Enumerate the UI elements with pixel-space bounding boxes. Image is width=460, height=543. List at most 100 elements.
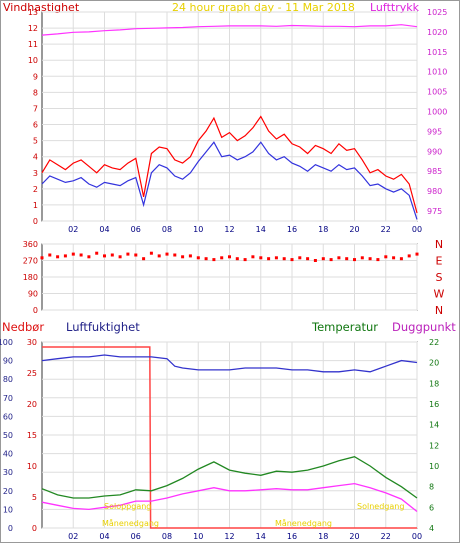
y-left-tick-label: 4 <box>33 153 38 162</box>
y-left-tick-label: 2 <box>33 185 38 194</box>
x-tick-label: 04 <box>99 225 109 234</box>
x-tick-label: 04 <box>99 532 109 541</box>
y-tick-label: 360 <box>23 240 38 249</box>
wind-direction-point <box>134 253 138 257</box>
wind-direction-point <box>267 257 271 261</box>
humidity-tick-label: 80 <box>3 375 13 384</box>
precip-tick-label: 10 <box>27 462 37 471</box>
humidity-tick-label: 10 <box>3 505 13 514</box>
wind-direction-point <box>40 256 44 260</box>
compass-label: N <box>435 304 443 317</box>
wind-direction-point <box>56 255 60 259</box>
y-left-tick-label: 7 <box>33 104 38 113</box>
wind-direction-point <box>173 253 177 257</box>
wind-direction-point <box>306 257 310 261</box>
series-line-duggpunkt <box>41 482 418 513</box>
wind-direction-point <box>149 251 153 255</box>
sunrise-label: Soloppgang <box>104 502 151 511</box>
humidity-tick-label: 70 <box>3 394 13 403</box>
series-line-luftfuktighet <box>41 354 418 373</box>
series-line-vindhastighet <box>41 141 418 220</box>
x-tick-label: 00 <box>412 225 422 234</box>
y-right-tick-label: 1010 <box>427 68 447 77</box>
series-line-temperatur <box>41 456 418 499</box>
y-right-tick-label: 1025 <box>427 8 447 17</box>
temperature-tick-label: 20 <box>429 359 439 368</box>
precip-tick-label: 30 <box>27 338 37 347</box>
wind-direction-point <box>321 257 325 261</box>
y-tick-label: 90 <box>28 290 38 299</box>
wind-direction-point <box>79 253 83 257</box>
x-tick-label: 08 <box>162 225 172 234</box>
wind-direction-point <box>399 257 403 261</box>
precip-axis-title: Nedbør <box>2 320 44 334</box>
temperature-tick-label: 18 <box>429 379 439 388</box>
wind-direction-point <box>126 252 130 256</box>
wind-direction-point <box>282 257 286 261</box>
y-left-tick-label: 8 <box>33 88 38 97</box>
wind-direction-point <box>329 258 333 262</box>
moonset-label-2: Månenedgang <box>275 518 332 528</box>
humidity-tick-label: 0 <box>8 524 13 533</box>
y-left-tick-label: 3 <box>33 169 38 178</box>
compass-label: W <box>434 288 445 301</box>
dewpoint-axis-title: Duggpunkt <box>392 320 456 334</box>
wind-direction-point <box>392 256 396 260</box>
humidity-tick-label: 90 <box>3 357 13 366</box>
wind-direction-point <box>165 252 169 256</box>
chart-title: 24 hour graph day - 11 Mar 2018 <box>172 1 355 14</box>
wind-direction-point <box>251 255 255 259</box>
sunset-label: Solnedgang <box>357 502 404 511</box>
x-tick-label: 06 <box>131 225 141 234</box>
temperature-tick-label: 4 <box>429 524 434 533</box>
wind-direction-point <box>313 259 317 262</box>
wind-direction-point <box>290 258 294 262</box>
wind-direction-point <box>407 254 411 258</box>
compass-label: N <box>435 238 443 251</box>
wind-direction-point <box>360 256 364 260</box>
y-right-tick-label: 980 <box>427 187 442 196</box>
wind-direction-point <box>48 253 52 257</box>
compass-label: S <box>436 271 443 284</box>
temperature-tick-label: 6 <box>429 503 434 512</box>
wind-direction-point <box>376 258 380 262</box>
humidity-tick-label: 20 <box>3 487 13 496</box>
y-left-tick-label: 5 <box>33 137 38 146</box>
wind-direction-point <box>384 255 388 259</box>
x-tick-label: 14 <box>256 532 266 541</box>
y-right-tick-label: 990 <box>427 147 442 156</box>
wind-direction-point <box>181 255 185 259</box>
wind-direction-point <box>274 256 278 260</box>
wind-direction-point <box>204 257 208 261</box>
wind-direction-point <box>298 256 302 260</box>
x-tick-label: 22 <box>381 225 391 234</box>
x-tick-label: 18 <box>318 532 328 541</box>
temperature-tick-label: 14 <box>429 421 439 430</box>
y-left-tick-label: 13 <box>28 8 38 17</box>
y-right-tick-label: 1020 <box>427 28 447 37</box>
series-line-lufttrykk <box>41 24 418 36</box>
x-tick-label: 06 <box>131 532 141 541</box>
y-left-tick-label: 1 <box>33 201 38 210</box>
humidity-tick-label: 100 <box>0 338 13 347</box>
y-left-tick-label: 6 <box>33 121 38 130</box>
x-tick-label: 16 <box>287 225 297 234</box>
x-tick-label: 12 <box>224 532 234 541</box>
right-axis-title: Lufttrykk <box>370 1 420 14</box>
y-tick-label: 0 <box>33 306 38 315</box>
wind-direction-point <box>220 256 224 260</box>
y-right-tick-label: 1015 <box>427 48 447 57</box>
y-right-tick-label: 995 <box>427 127 442 136</box>
x-tick-label: 02 <box>68 225 78 234</box>
compass-label: E <box>436 255 443 268</box>
wind-direction-point <box>212 258 216 262</box>
moonset-label-1: Månenedgang <box>102 518 159 528</box>
wind-direction-point <box>243 258 247 262</box>
x-tick-label: 02 <box>68 532 78 541</box>
wind-direction-point <box>103 254 106 258</box>
y-tick-label: 270 <box>23 257 38 266</box>
y-right-tick-label: 1000 <box>427 108 447 117</box>
humidity-tick-label: 40 <box>3 450 13 459</box>
wind-direction-point <box>71 252 75 256</box>
